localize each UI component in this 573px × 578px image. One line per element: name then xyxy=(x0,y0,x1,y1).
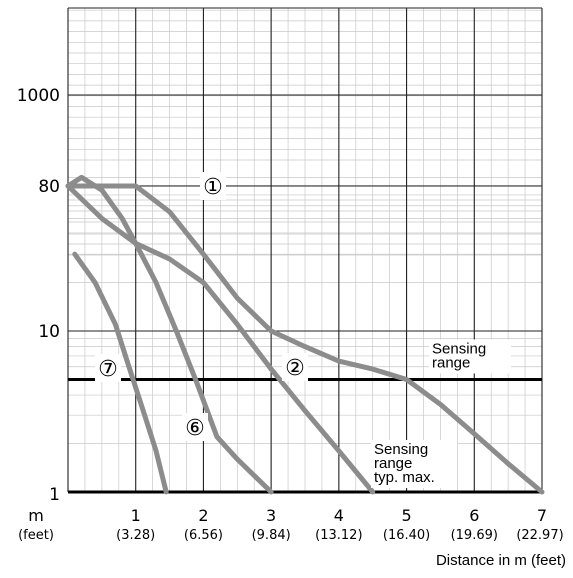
x-tick-label: 6 xyxy=(469,506,479,525)
x-tick-feet-label: (16.40) xyxy=(383,528,430,543)
y-tick-label: 1 xyxy=(49,485,60,505)
reference-label: range xyxy=(432,354,470,371)
reference-label-bg xyxy=(429,339,511,374)
x-tick-feet-label: (22.97) xyxy=(516,528,563,543)
series-line-3 xyxy=(72,251,169,495)
x-tick-feet-label: (9.84) xyxy=(252,528,291,543)
x-tick-label: 7 xyxy=(537,506,547,525)
reference-label-bg xyxy=(371,440,457,488)
x-tick-label: 5 xyxy=(401,506,411,525)
series-annotation: ① xyxy=(203,175,223,200)
annotation-bg xyxy=(95,354,121,382)
reference-label: Sensing xyxy=(374,441,428,458)
y-tick-label: 1000 xyxy=(17,86,60,106)
series-line-1 xyxy=(65,183,376,495)
annotation-bg xyxy=(182,413,208,441)
x-axis-label: Distance in m (feet) xyxy=(436,552,566,569)
reference-label: range xyxy=(374,455,412,472)
x-tick-label: 1 xyxy=(131,506,141,525)
y-ticks: 1 10 80 1000 xyxy=(17,86,60,505)
annotation-bg xyxy=(200,172,226,200)
x-tick-label: 2 xyxy=(198,506,208,525)
series-annotation: ⑦ xyxy=(98,357,118,382)
x-tick-feet-label: (6.56) xyxy=(184,528,223,543)
x-ticks: m (feet) 1 (3.28) 2 (6.56) 3 (9.84) 4 (13.12) 5 (16… xyxy=(18,506,564,543)
annotation-bg xyxy=(282,353,308,381)
x-tick-feet-label: (3.28) xyxy=(116,528,155,543)
x-tick-label: 3 xyxy=(266,506,276,525)
y-tick-label: 10 xyxy=(38,322,60,342)
series-line-2 xyxy=(65,174,274,495)
major-grid xyxy=(67,7,543,492)
series-layer xyxy=(65,174,545,495)
series-annotation: ② xyxy=(285,356,305,381)
series-annotation: ⑥ xyxy=(185,416,205,441)
reference-label: typ. max. xyxy=(374,469,435,486)
x-tick-feet-label: (19.69) xyxy=(451,528,498,543)
x-tick-feet-label: (13.12) xyxy=(315,528,362,543)
reference-label: Sensing xyxy=(432,340,486,357)
x-unit-label: m xyxy=(28,506,44,525)
x-tick-label: 4 xyxy=(334,506,344,525)
series-line-0 xyxy=(65,183,545,495)
x-alt-unit-label: (feet) xyxy=(18,528,54,543)
y-tick-label: 80 xyxy=(38,177,60,197)
